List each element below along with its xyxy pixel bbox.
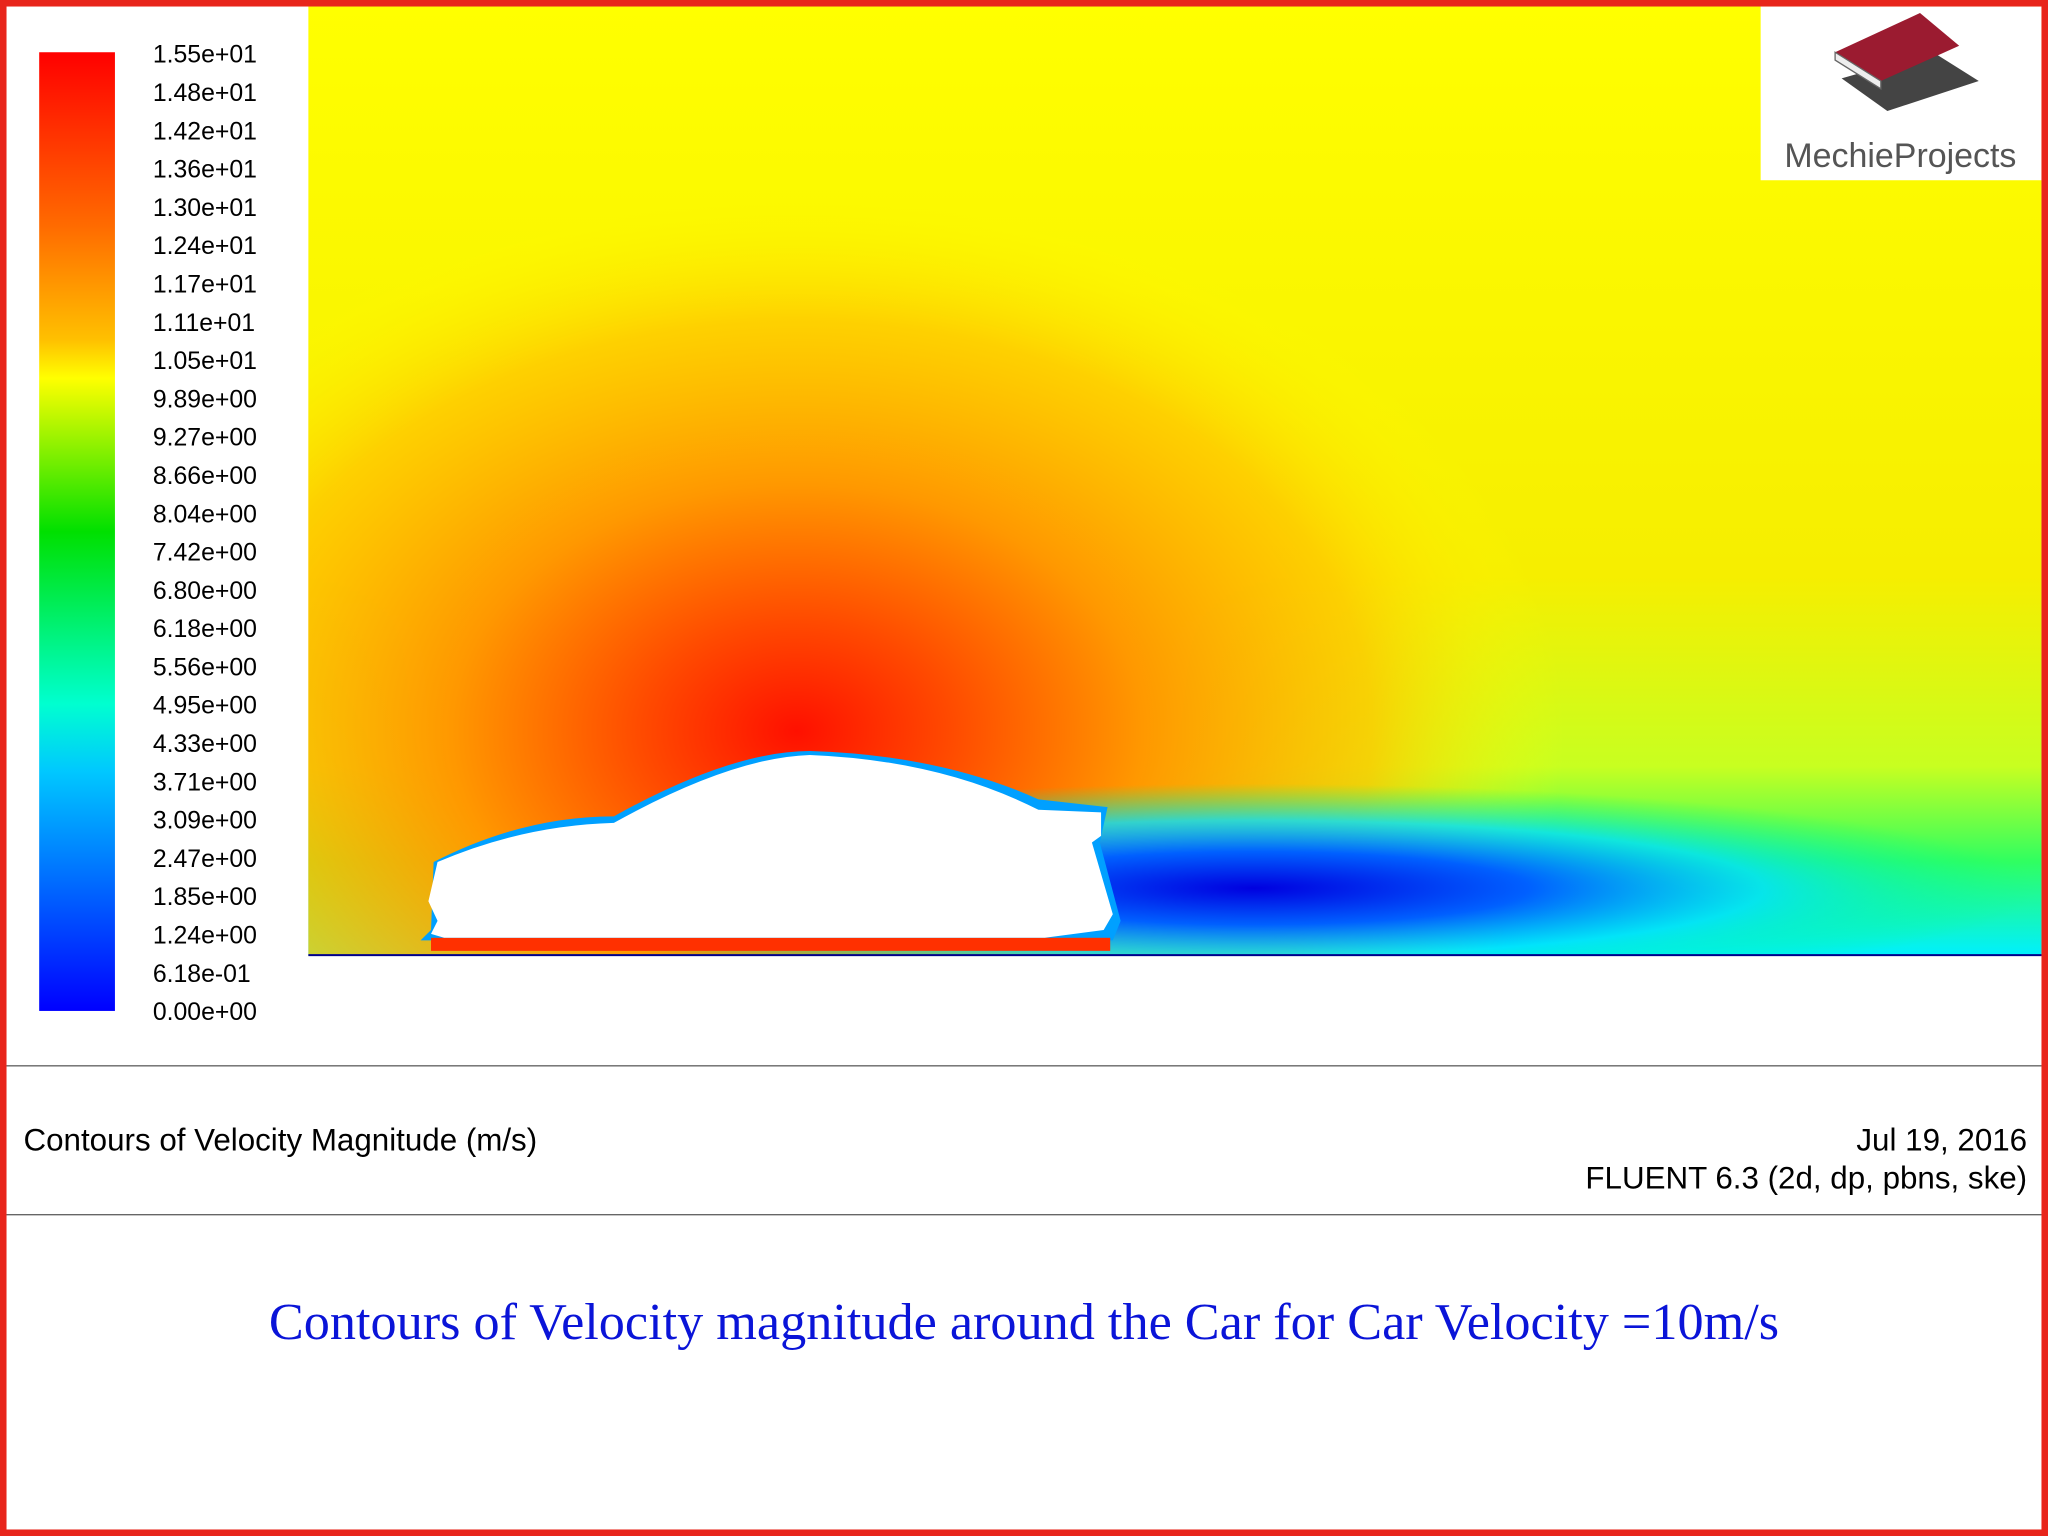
contour-plot [308,6,2042,957]
colorbar-label: 1.05e+01 [153,348,257,375]
colorbar-label: 1.55e+01 [153,42,257,69]
colorbar-label: 4.95e+00 [153,693,257,720]
contour-wake [308,6,2042,957]
colorbar-label: 4.33e+00 [153,731,257,758]
colorbar-label: 1.85e+00 [153,884,257,911]
logo-book [1835,13,1960,81]
colorbar-label: 1.24e+00 [153,923,257,950]
underbody-jet [431,937,1111,951]
colorbar-label: 6.80e+00 [153,578,257,605]
colorbar-label: 1.42e+01 [153,118,257,145]
colorbar-label: 6.18e-01 [153,961,251,988]
colorbar-label: 1.11e+01 [153,310,255,337]
plot-title: Contours of Velocity Magnitude (m/s) [24,1123,538,1158]
logo-text: MechieProjects [1784,137,2016,175]
logo-book-shadow [1841,52,1979,112]
colorbar-label: 3.09e+00 [153,808,257,835]
colorbar-label: 1.24e+01 [153,233,257,260]
colorbar-label: 2.47e+00 [153,846,257,873]
colorbar-label: 8.04e+00 [153,501,257,528]
colorbar-label: 1.36e+01 [153,157,257,184]
colorbar-label: 5.56e+00 [153,654,257,681]
caption: Contours of Velocity magnitude around th… [269,1293,1779,1351]
logo: MechieProjects [1760,6,2042,181]
colorbar-label: 9.89e+00 [153,386,257,413]
colorbar-label: 1.17e+01 [153,271,257,298]
colorbar-label: 8.66e+00 [153,463,257,490]
colorbar [39,52,115,1011]
colorbar-label: 0.00e+00 [153,999,257,1026]
car-body [428,754,1113,938]
logo-book-pages [1834,51,1882,90]
colorbar-label: 1.30e+01 [153,195,257,222]
colorbar-label: 1.48e+01 [153,80,257,107]
colorbar-label: 7.42e+00 [153,540,257,567]
plot-date: Jul 19, 2016 [1856,1123,2027,1158]
colorbar-label: 9.27e+00 [153,425,257,452]
solver-info: FLUENT 6.3 (2d, dp, pbns, ske) [1585,1161,2027,1196]
colorbar-label: 3.71e+00 [153,769,257,796]
colorbar-label: 6.18e+00 [153,616,257,643]
